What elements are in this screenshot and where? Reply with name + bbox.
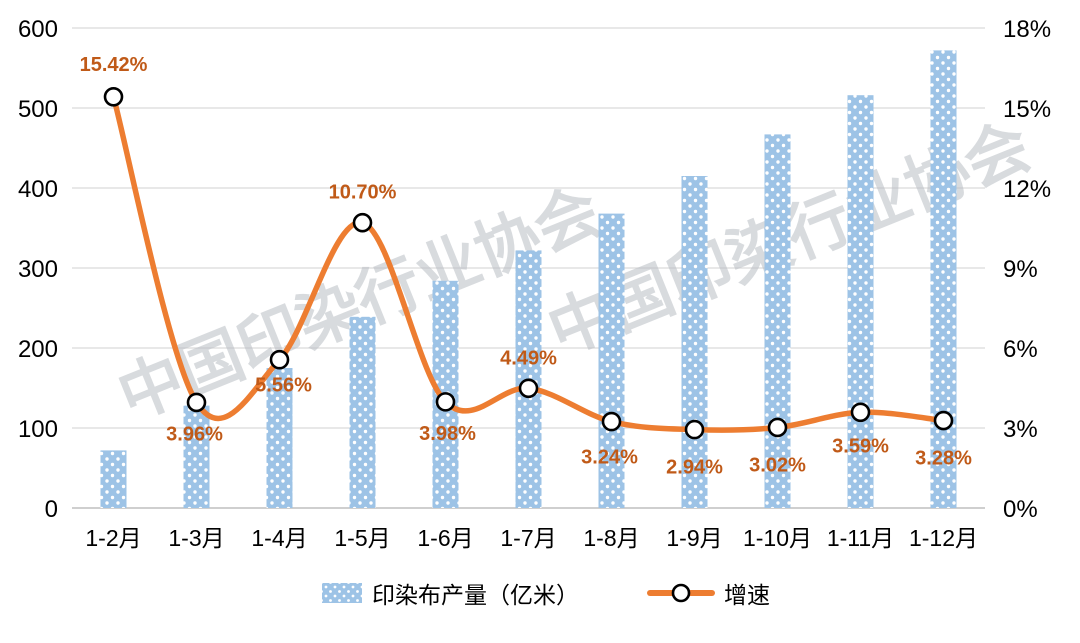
category-label: 1-10月 <box>743 525 812 551</box>
growth-data-label: 3.98% <box>419 423 476 445</box>
category-label: 1-6月 <box>417 525 473 551</box>
bar <box>183 405 210 508</box>
legend-label-growth: 增速 <box>724 582 770 608</box>
bar <box>349 316 376 508</box>
line-marker <box>601 411 622 432</box>
bar <box>930 50 957 509</box>
category-axis-ticks: 1-2月 1-3月 1-4月 1-5月 1-6月 1-7月 1-8月 1-9月 1-10月 1-1… <box>85 525 978 551</box>
right-axis-tick-label: 15% <box>1003 96 1051 123</box>
category-label: 1-12月 <box>909 525 978 551</box>
left-axis-ticks: 0 100 200 300 400 500 600 <box>18 16 58 523</box>
bar <box>847 95 874 508</box>
right-axis-tick-label: 0% <box>1003 496 1038 523</box>
left-axis-tick-label: 0 <box>45 496 58 523</box>
bar <box>598 213 625 508</box>
line-marker <box>435 392 456 412</box>
left-axis-tick-label: 200 <box>18 336 58 363</box>
right-axis-tick-label: 18% <box>1003 16 1051 43</box>
line-marker <box>767 417 788 438</box>
category-label: 1-8月 <box>583 525 639 551</box>
left-axis-tick-label: 400 <box>18 176 58 203</box>
data-labels: 15.42% 3.96% 5.56% 10.70% 3.98% 4.49% 3.24% 2.9… <box>80 54 972 479</box>
category-label: 1-3月 <box>168 525 224 551</box>
category-label: 1-11月 <box>827 525 894 551</box>
left-axis-tick-label: 100 <box>18 416 58 443</box>
line-marker <box>850 402 871 423</box>
left-axis-tick-label: 500 <box>18 96 58 123</box>
bar <box>266 368 293 508</box>
growth-data-label: 10.70% <box>329 182 397 204</box>
line-marker <box>684 419 705 440</box>
line-marker <box>933 410 954 431</box>
bar-series <box>100 50 957 509</box>
growth-data-label: 3.96% <box>166 423 223 445</box>
line-markers <box>103 87 954 440</box>
left-axis-tick-label: 600 <box>18 16 58 43</box>
line-marker <box>103 87 124 107</box>
line-marker <box>186 392 207 413</box>
legend-marker-circle <box>671 583 691 603</box>
line-marker <box>352 212 373 233</box>
growth-data-label: 3.24% <box>581 447 638 469</box>
category-label: 1-9月 <box>666 525 722 551</box>
chart-legend: 印染布产量（亿米） 增速 <box>322 582 770 608</box>
legend-bar-swatch <box>322 583 362 603</box>
gridlines <box>72 27 985 509</box>
line-marker <box>518 378 539 399</box>
growth-data-label: 2.94% <box>666 457 723 479</box>
growth-data-label: 4.49% <box>500 347 557 369</box>
right-axis-tick-label: 12% <box>1003 176 1051 203</box>
category-label: 1-2月 <box>85 525 141 551</box>
bar <box>681 176 708 508</box>
growth-data-label: 3.28% <box>915 448 972 470</box>
growth-data-label: 5.56% <box>255 375 312 397</box>
growth-data-label: 3.02% <box>749 454 806 476</box>
category-label: 1-7月 <box>500 525 556 551</box>
bar <box>764 134 791 508</box>
bar <box>100 450 127 508</box>
category-label: 1-5月 <box>334 525 390 551</box>
line-marker <box>269 349 290 370</box>
right-axis-tick-label: 6% <box>1003 336 1038 363</box>
right-axis-tick-label: 3% <box>1003 416 1038 443</box>
growth-data-label: 15.42% <box>80 54 148 76</box>
watermark: 中国印染行业协会中国印染行业协会 <box>108 109 1040 433</box>
left-axis-tick-label: 300 <box>18 256 58 283</box>
category-label: 1-4月 <box>251 525 307 551</box>
growth-data-label: 3.59% <box>832 435 889 457</box>
right-axis-ticks: 0% 3% 6% 9% 12% 15% 18% <box>1003 16 1051 523</box>
right-axis-tick-label: 9% <box>1003 256 1038 283</box>
legend-label-production: 印染布产量（亿米） <box>372 582 579 608</box>
